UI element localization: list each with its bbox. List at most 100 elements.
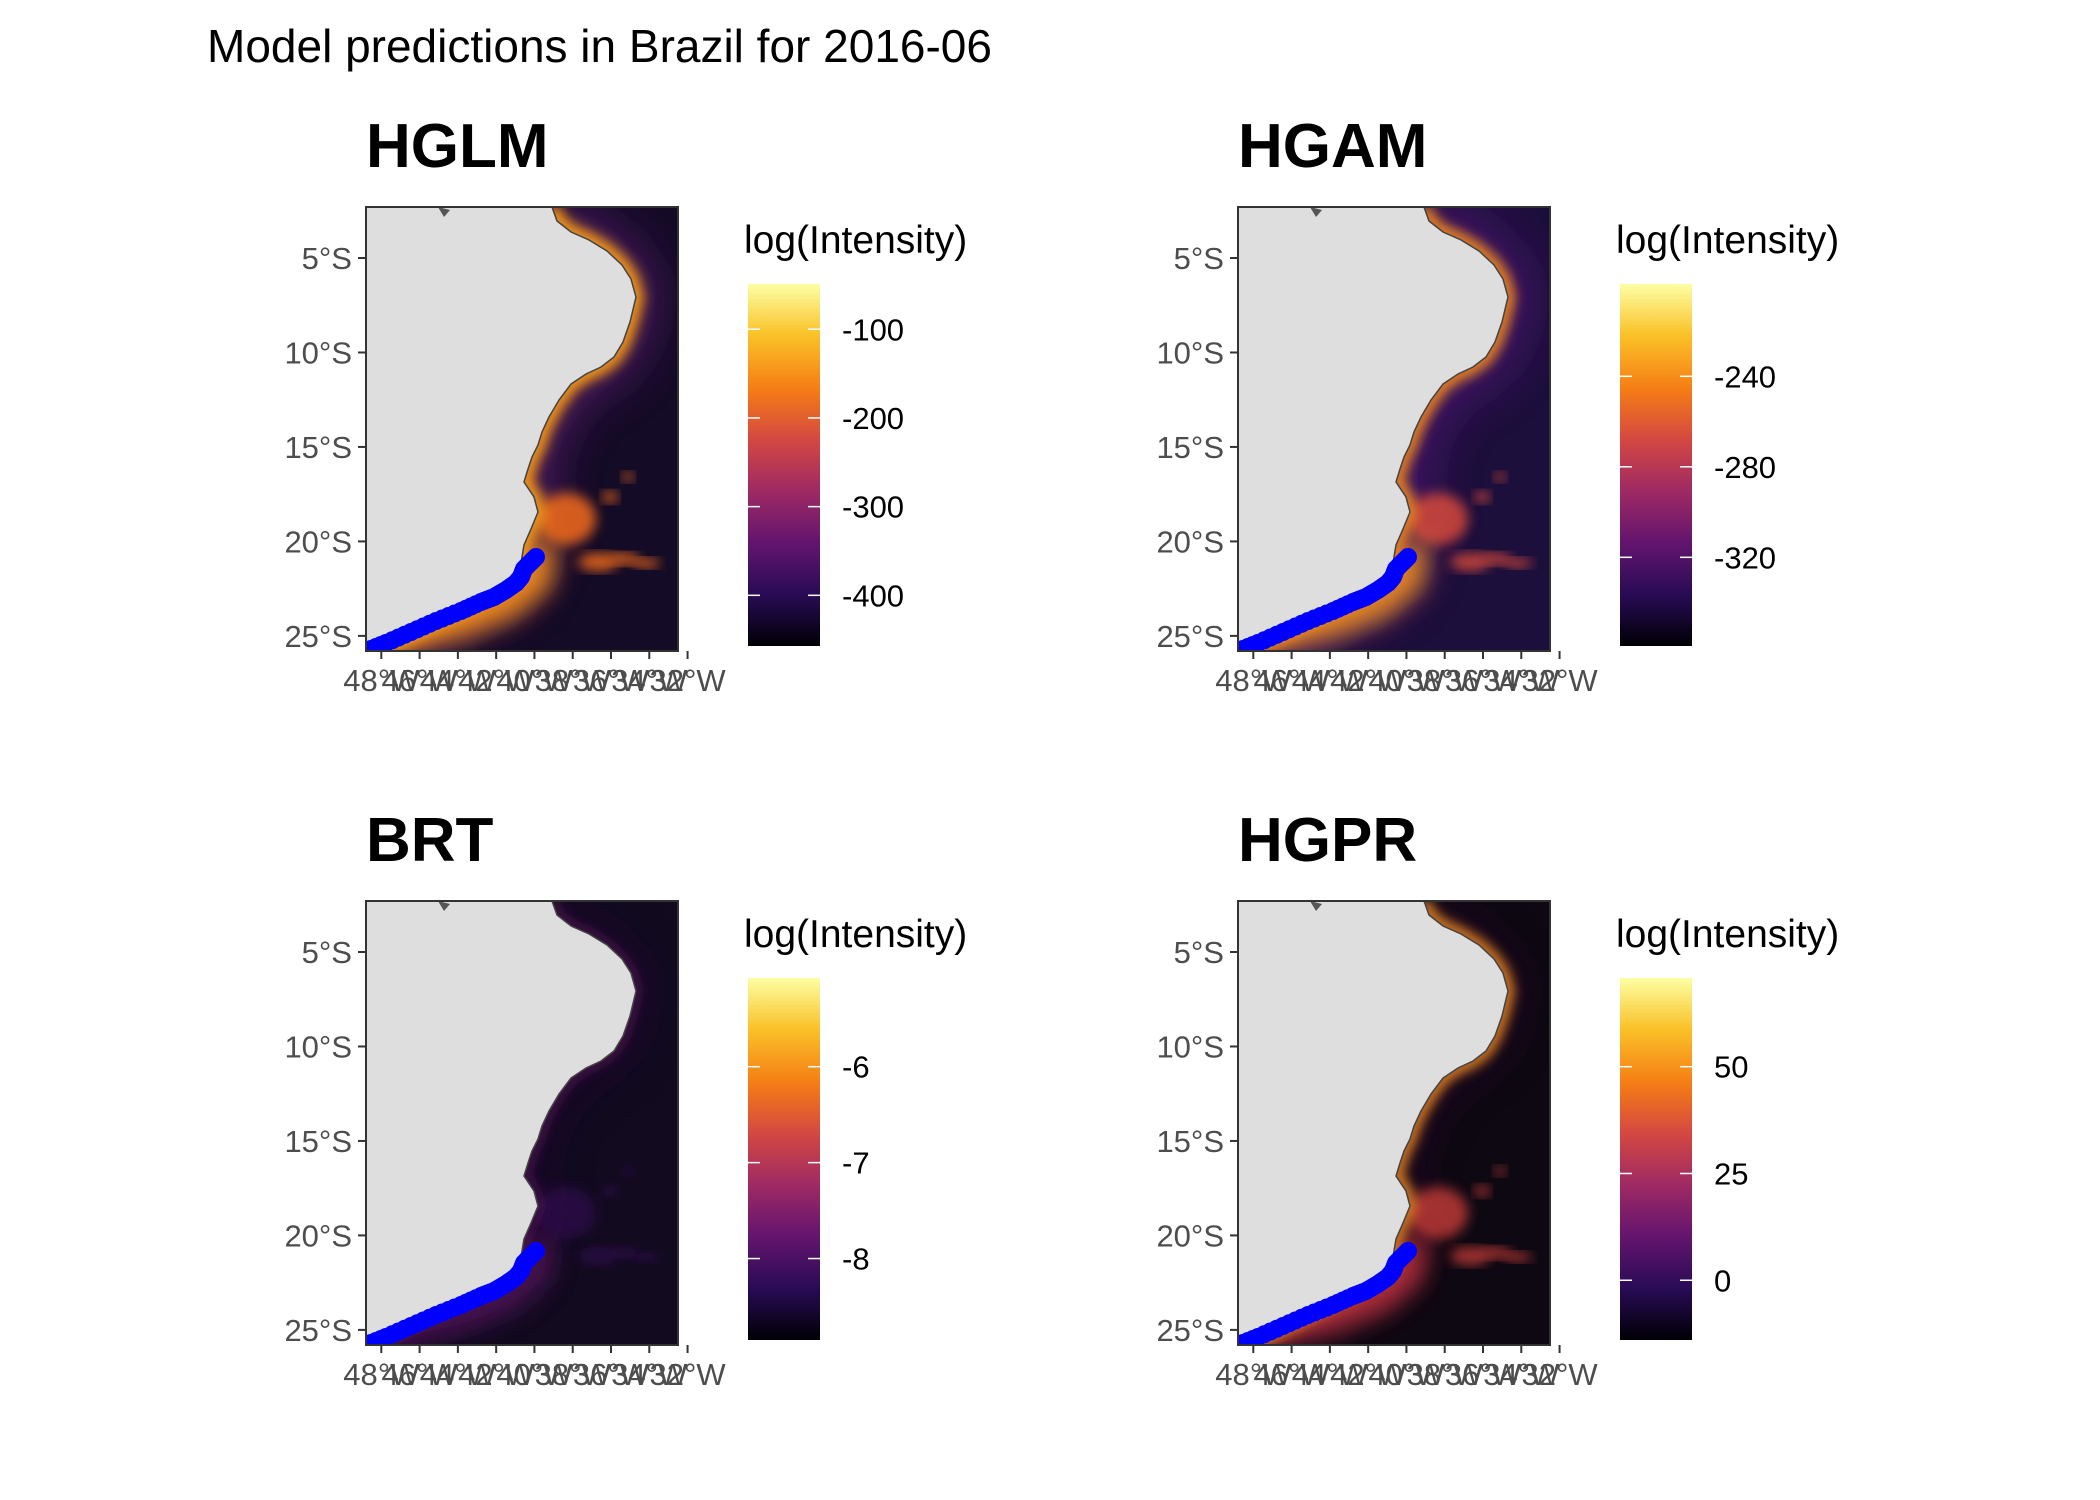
x-tick-label: 48°W (1215, 1357, 1292, 1392)
observation-point (1399, 1242, 1417, 1260)
x-tick-label: 36°W (1445, 1357, 1522, 1392)
island (1310, 901, 1322, 911)
colorbar-legend: log(Intensity) -240 -280 -320 (1616, 219, 1839, 646)
observation-point (527, 548, 545, 566)
colorbar (1620, 284, 1692, 646)
intensity-patch (1480, 553, 1512, 565)
x-tick-label: 42°W (458, 1357, 535, 1392)
intensity-patch (1494, 472, 1506, 482)
intensity-patch (608, 1247, 640, 1259)
panel-title: HGLM (366, 112, 549, 181)
intensity-patch (608, 553, 640, 565)
colorbar-label: -200 (842, 401, 904, 436)
intensity-patch (536, 1187, 596, 1239)
intensity-patch (622, 472, 634, 482)
intensity-patch (602, 1185, 618, 1197)
y-tick-label: 15°S (1156, 1124, 1224, 1159)
x-tick-label: 34°W (611, 663, 688, 698)
x-tick-label: 34°W (1483, 663, 1560, 698)
x-tick-label: 44°W (420, 663, 497, 698)
panels: HGLM5°S10°S15°S20°S25°S48°W46°W44°W42°W4… (284, 112, 1839, 1392)
observation-point (527, 1242, 545, 1260)
x-tick-label: 42°W (458, 663, 535, 698)
x-tick-label: 34°W (1483, 1357, 1560, 1392)
intensity-patch (578, 553, 618, 571)
colorbar-legend: log(Intensity) -100 -200 -300 -400 (744, 219, 967, 646)
colorbar-legend: log(Intensity) 50 25 0 (1616, 913, 1839, 1340)
x-tick-label: 40°W (1368, 663, 1445, 698)
y-tick-label: 5°S (1174, 935, 1224, 970)
y-tick-label: 5°S (302, 935, 352, 970)
intensity-patch (632, 558, 660, 568)
y-tick-label: 5°S (1174, 241, 1224, 276)
intensity-patch (1450, 1247, 1490, 1265)
legend-title: log(Intensity) (1616, 913, 1839, 956)
panel-frame (1237, 206, 1551, 652)
colorbar-label: -100 (842, 312, 904, 347)
colorbar-label: -320 (1714, 540, 1776, 575)
x-tick-label: 36°W (1445, 663, 1522, 698)
colorbar-label: -400 (842, 578, 904, 613)
x-tick-label: 34°W (611, 1357, 688, 1392)
panel-title: HGAM (1238, 112, 1427, 181)
map-panel-brt: BRT 5°S 10°S 15°S 20°S 25°S 48°W46°W44°W42°W40… (284, 806, 967, 1392)
x-tick-label: 32°W (1522, 663, 1599, 698)
x-tick-label: 40°W (496, 663, 573, 698)
panel-frame (1237, 900, 1551, 1346)
x-tick-label: 38°W (535, 663, 612, 698)
intensity-patch (602, 491, 618, 503)
x-tick-label: 48°W (343, 1357, 420, 1392)
y-tick-label: 20°S (1156, 1218, 1224, 1253)
x-tick-label: 46°W (382, 1357, 459, 1392)
y-tick-label: 10°S (1156, 1029, 1224, 1064)
y-tick-label: 25°S (284, 1313, 352, 1348)
map-area (1238, 901, 1550, 1345)
observation-point (1399, 548, 1417, 566)
x-tick-label: 36°W (573, 1357, 650, 1392)
legend-title: log(Intensity) (1616, 219, 1839, 262)
legend-title: log(Intensity) (744, 913, 967, 956)
y-tick-label: 15°S (284, 430, 352, 465)
intensity-patch (632, 1252, 660, 1262)
x-tick-label: 32°W (1522, 1357, 1599, 1392)
map-area (1238, 207, 1550, 651)
y-tick-label: 5°S (302, 241, 352, 276)
y-tick-label: 15°S (1156, 430, 1224, 465)
x-tick-label: 44°W (420, 1357, 497, 1392)
x-tick-label: 46°W (382, 663, 459, 698)
colorbar (748, 978, 820, 1340)
x-tick-label: 36°W (573, 663, 650, 698)
x-tick-label: 48°W (1215, 663, 1292, 698)
panel-title: HGPR (1238, 806, 1417, 875)
map-area (366, 901, 678, 1345)
legend-title: log(Intensity) (744, 219, 967, 262)
map-panel-hgam: HGAM 5°S 10°S 15°S 20°S 25°S 48°W46°W44°W42°W4… (1156, 112, 1839, 698)
x-tick-label: 40°W (496, 1357, 573, 1392)
intensity-patch (1504, 558, 1532, 568)
y-tick-label: 25°S (1156, 1313, 1224, 1348)
intensity-patch (536, 493, 596, 545)
y-tick-label: 20°S (284, 1218, 352, 1253)
y-tick-label: 10°S (284, 1029, 352, 1064)
intensity-patch (1480, 1247, 1512, 1259)
x-tick-label: 42°W (1330, 1357, 1407, 1392)
colorbar-label: 0 (1714, 1263, 1731, 1298)
colorbar-label: -240 (1714, 359, 1776, 394)
x-tick-label: 32°W (650, 663, 727, 698)
land (366, 207, 636, 651)
x-tick-label: 38°W (1407, 663, 1484, 698)
colorbar-label: -7 (842, 1146, 870, 1181)
x-tick-label: 40°W (1368, 1357, 1445, 1392)
land (1238, 207, 1508, 651)
colorbar-label: -6 (842, 1050, 870, 1085)
y-tick-label: 20°S (284, 524, 352, 559)
colorbar-label: -280 (1714, 450, 1776, 485)
x-tick-label: 46°W (1254, 663, 1331, 698)
y-tick-label: 20°S (1156, 524, 1224, 559)
figure-title: Model predictions in Brazil for 2016-06 (207, 20, 992, 72)
colorbar-label: -300 (842, 490, 904, 525)
x-tick-label: 46°W (1254, 1357, 1331, 1392)
intensity-patch (1408, 1187, 1468, 1239)
intensity-patch (1494, 1166, 1506, 1176)
